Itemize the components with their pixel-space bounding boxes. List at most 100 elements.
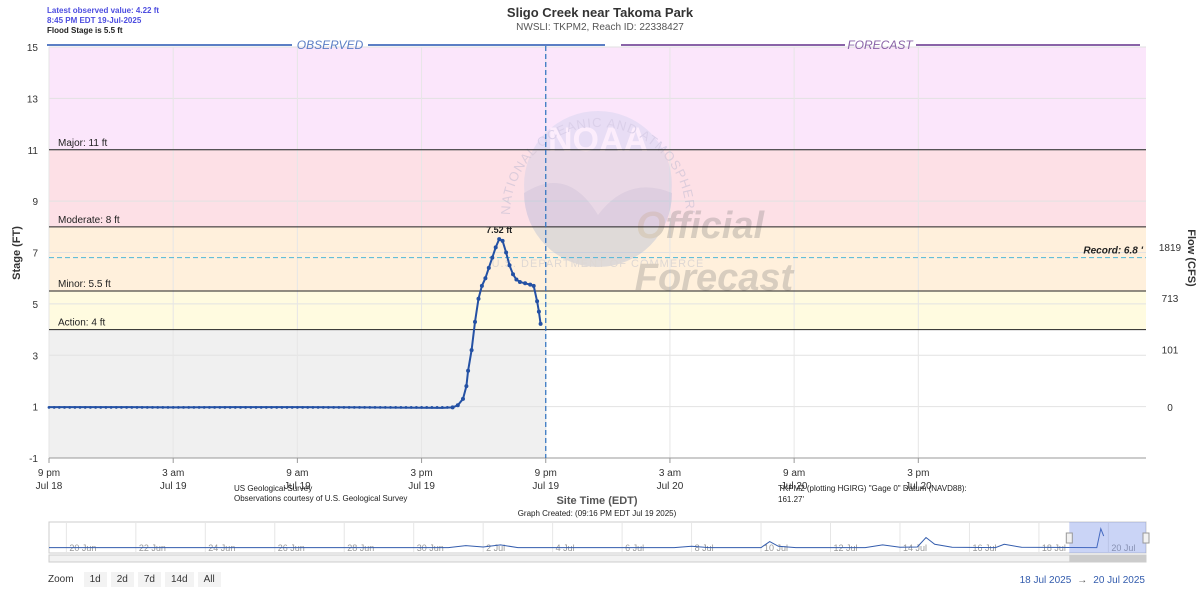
stage-data-point <box>399 406 403 409</box>
stage-data-point <box>347 406 351 409</box>
navigator-selection[interactable] <box>1069 522 1146 553</box>
range-from[interactable]: 18 Jul 2025 <box>1019 575 1072 586</box>
y-tick-label: 7 <box>32 249 38 260</box>
stage-data-point <box>109 406 113 409</box>
stage-data-point <box>378 406 382 409</box>
stage-data-point <box>197 406 201 409</box>
latest-time-text: 8:45 PM EDT 19-Jul-2025 <box>47 16 142 25</box>
x-tick-label: 9 pm <box>38 468 60 479</box>
stage-data-point <box>430 406 434 409</box>
stage-data-point <box>254 406 258 409</box>
stage-data-point <box>479 283 484 288</box>
stage-data-point <box>368 406 372 409</box>
official-watermark-text: Official <box>636 205 766 247</box>
stage-data-point <box>151 406 154 409</box>
x-tick-label: 3 am <box>162 468 184 479</box>
zoom-14d-button[interactable]: 14d <box>164 572 194 587</box>
moderate-flood-band <box>49 226 1146 292</box>
stage-data-point <box>440 406 444 409</box>
x-tick-label: Jul 19 <box>160 481 187 492</box>
navigator-scrollbar-track[interactable] <box>48 554 1147 563</box>
flood-stage-text: Flood Stage is 5.5 ft <box>47 26 123 35</box>
flow-tick-label: 101 <box>1162 346 1179 357</box>
flow-tick-label: 0 <box>1167 403 1173 414</box>
navigator-date-label: 18 Jul <box>1042 543 1066 553</box>
navigator-right-handle[interactable] <box>1142 532 1150 544</box>
noaa-emblem-wave <box>524 182 672 267</box>
stage-data-point <box>57 406 61 409</box>
stage-data-point <box>239 406 242 409</box>
stage-data-point <box>469 348 474 353</box>
stage-data-point <box>523 281 528 286</box>
stage-data-point <box>536 309 541 314</box>
stage-data-point <box>94 406 97 409</box>
graph-created-text: Graph Created: (09:16 PM EDT Jul 19 2025… <box>518 509 677 518</box>
stage-data-point <box>425 406 429 409</box>
stage-data-point <box>500 238 505 243</box>
x-tick-label: Jul 20 <box>781 481 808 492</box>
navigator-left-handle[interactable] <box>1065 532 1073 544</box>
stage-data-point <box>140 406 144 409</box>
stage-data-point <box>177 406 180 409</box>
noaa-ring-bottom-text: U.S. DEPARTMENT OF COMMERCE <box>492 258 705 270</box>
stage-data-point <box>358 406 361 409</box>
major-threshold-label: Major: 11 ft <box>58 138 107 149</box>
stage-data-point <box>228 406 232 409</box>
stage-data-point <box>145 406 149 409</box>
y-tick-label: 15 <box>27 43 39 54</box>
stage-data-point <box>218 406 222 409</box>
record-label: Record: 6.8 ' <box>1083 246 1143 257</box>
zoom-7d-button[interactable]: 7d <box>137 572 161 587</box>
stage-data-point <box>63 406 66 409</box>
stage-data-point <box>135 406 139 409</box>
datum-text-line2: 161.27' <box>778 495 804 504</box>
zoom-2d-button[interactable]: 2d <box>110 572 134 587</box>
y-axis-title: Stage (FT) <box>11 226 23 280</box>
stage-data-point <box>373 406 377 409</box>
range-to[interactable]: 20 Jul 2025 <box>1093 575 1145 586</box>
stage-data-point <box>404 406 408 409</box>
zoom-all-button[interactable]: All <box>197 572 221 587</box>
stage-data-point <box>327 406 330 409</box>
stage-data-point <box>517 280 522 284</box>
zoom-1d-button[interactable]: 1d <box>83 572 107 587</box>
x-tick-label: Jul 18 <box>36 481 63 492</box>
stage-data-point <box>130 406 134 409</box>
stage-data-point <box>47 406 51 409</box>
stage-data-point <box>311 406 315 409</box>
noaa-emblem-circle <box>524 111 672 259</box>
stage-data-point <box>223 406 227 409</box>
stage-data-point <box>461 396 465 401</box>
stage-data-point <box>531 283 536 288</box>
stage-data-point <box>259 406 263 409</box>
stage-data-point <box>192 406 196 409</box>
stage-data-point <box>306 406 310 409</box>
x-tick-label: Jul 20 <box>905 481 932 492</box>
stage-data-point <box>486 265 491 270</box>
stage-data-point <box>476 296 481 301</box>
chart-subtitle: NWSLI: TKPM2, Reach ID: 22338427 <box>516 22 684 33</box>
x-tick-label: 3 pm <box>907 468 929 479</box>
flow-tick-label: 713 <box>1162 294 1179 305</box>
navigator-date-label: 2 Jul <box>486 543 505 553</box>
navigator-scrollbar-thumb[interactable] <box>1069 555 1146 562</box>
x-tick-label: 9 pm <box>535 468 557 479</box>
stage-data-point <box>83 406 87 409</box>
stage-data-point <box>514 277 519 282</box>
stage-data-point <box>389 406 392 409</box>
stage-data-point <box>538 321 543 326</box>
noaa-logo-text: NOAA <box>548 121 648 159</box>
x-tick-label: Jul 19 <box>532 481 559 492</box>
stage-data-point <box>337 406 341 409</box>
zoom-controls: Zoom 1d 2d 7d 14d All <box>48 572 221 587</box>
y-tick-label: -1 <box>29 454 38 465</box>
usgs-credit-line2: Observations courtesy of U.S. Geological… <box>234 494 407 503</box>
stage-data-point <box>264 406 268 409</box>
minor-flood-band <box>49 291 1146 330</box>
major-flood-band <box>49 149 1146 227</box>
date-range-display: 18 Jul 2025 → 20 Jul 2025 <box>1020 575 1145 586</box>
stage-data-point <box>275 406 279 409</box>
stage-data-point <box>483 276 488 281</box>
stage-data-point <box>394 406 398 409</box>
navigator-date-label: 10 Jul <box>764 543 788 553</box>
